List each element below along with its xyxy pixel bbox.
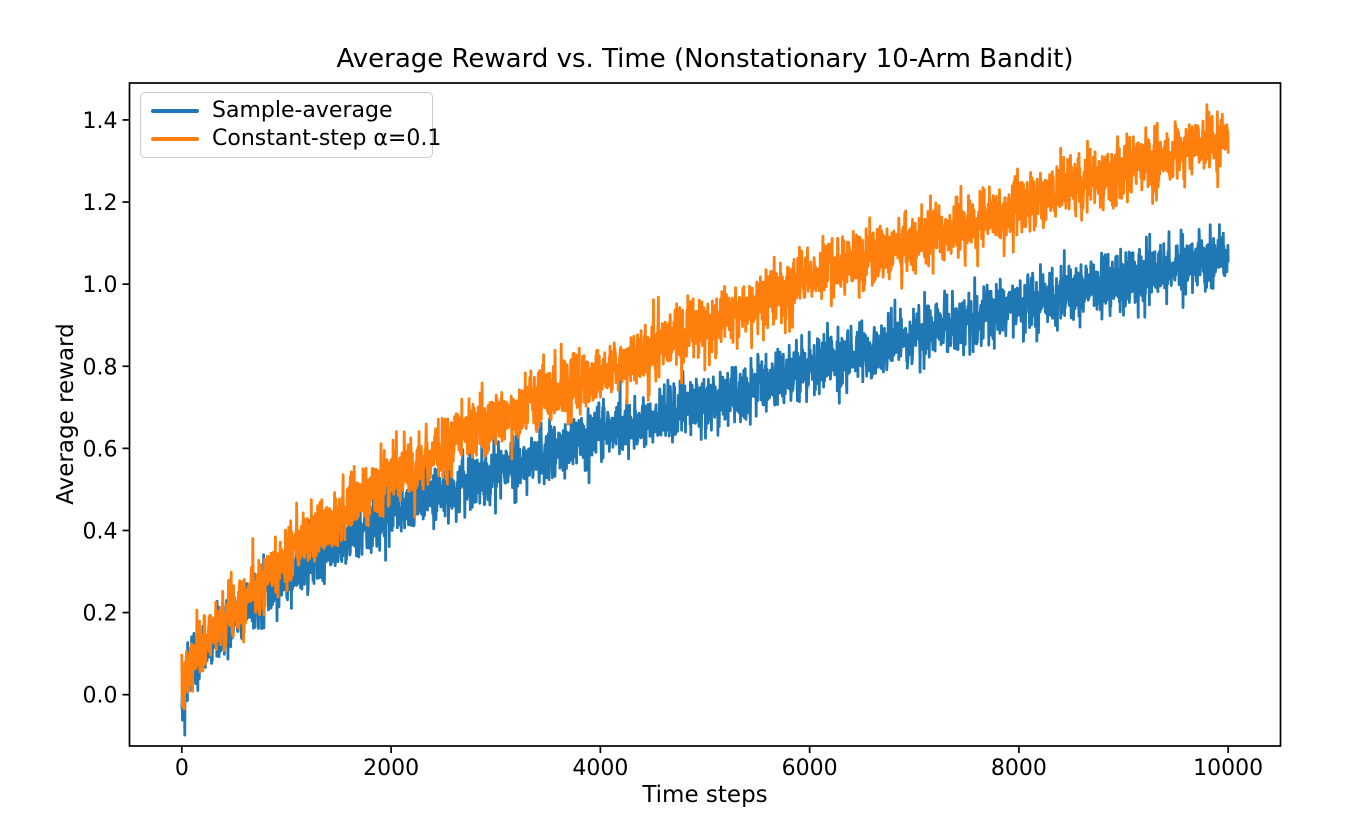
legend-label: Constant-step α=0.1 <box>212 126 442 152</box>
x-tick-label: 10000 <box>1193 756 1263 781</box>
y-axis-label: Average reward <box>53 323 79 505</box>
y-tick-label: 1.4 <box>83 109 118 134</box>
series-line-constant-step <box>180 103 1230 711</box>
y-tick-label: 0.4 <box>83 519 118 544</box>
y-tick-label: 0.6 <box>83 437 118 462</box>
legend-item-sample-average: Sample-average <box>141 98 432 123</box>
x-tick-label: 8000 <box>991 756 1047 781</box>
x-tick-label: 4000 <box>572 756 628 781</box>
x-tick-label: 0 <box>175 756 189 781</box>
x-tick-label: 6000 <box>782 756 838 781</box>
legend: Sample-average Constant-step α=0.1 <box>140 92 441 158</box>
y-tick-label: 1.2 <box>83 191 118 216</box>
x-tick-label: 2000 <box>363 756 419 781</box>
y-tick-label: 0.8 <box>83 355 118 380</box>
axes-spines <box>128 82 1282 747</box>
legend-label: Sample-average <box>212 98 393 124</box>
chart-title: Average Reward vs. Time (Nonstationary 1… <box>336 44 1074 74</box>
x-axis-label: Time steps <box>642 782 768 808</box>
y-tick-label: 1.0 <box>83 273 118 298</box>
y-tick-label: 0.2 <box>83 602 118 627</box>
y-tick-label: 0.0 <box>83 684 118 709</box>
legend-item-constant-step: Constant-step α=0.1 <box>141 126 441 151</box>
series-line-sample-average <box>180 223 1230 737</box>
legend-line-swatch-orange <box>151 137 199 141</box>
legend-line-swatch-blue <box>151 109 199 113</box>
